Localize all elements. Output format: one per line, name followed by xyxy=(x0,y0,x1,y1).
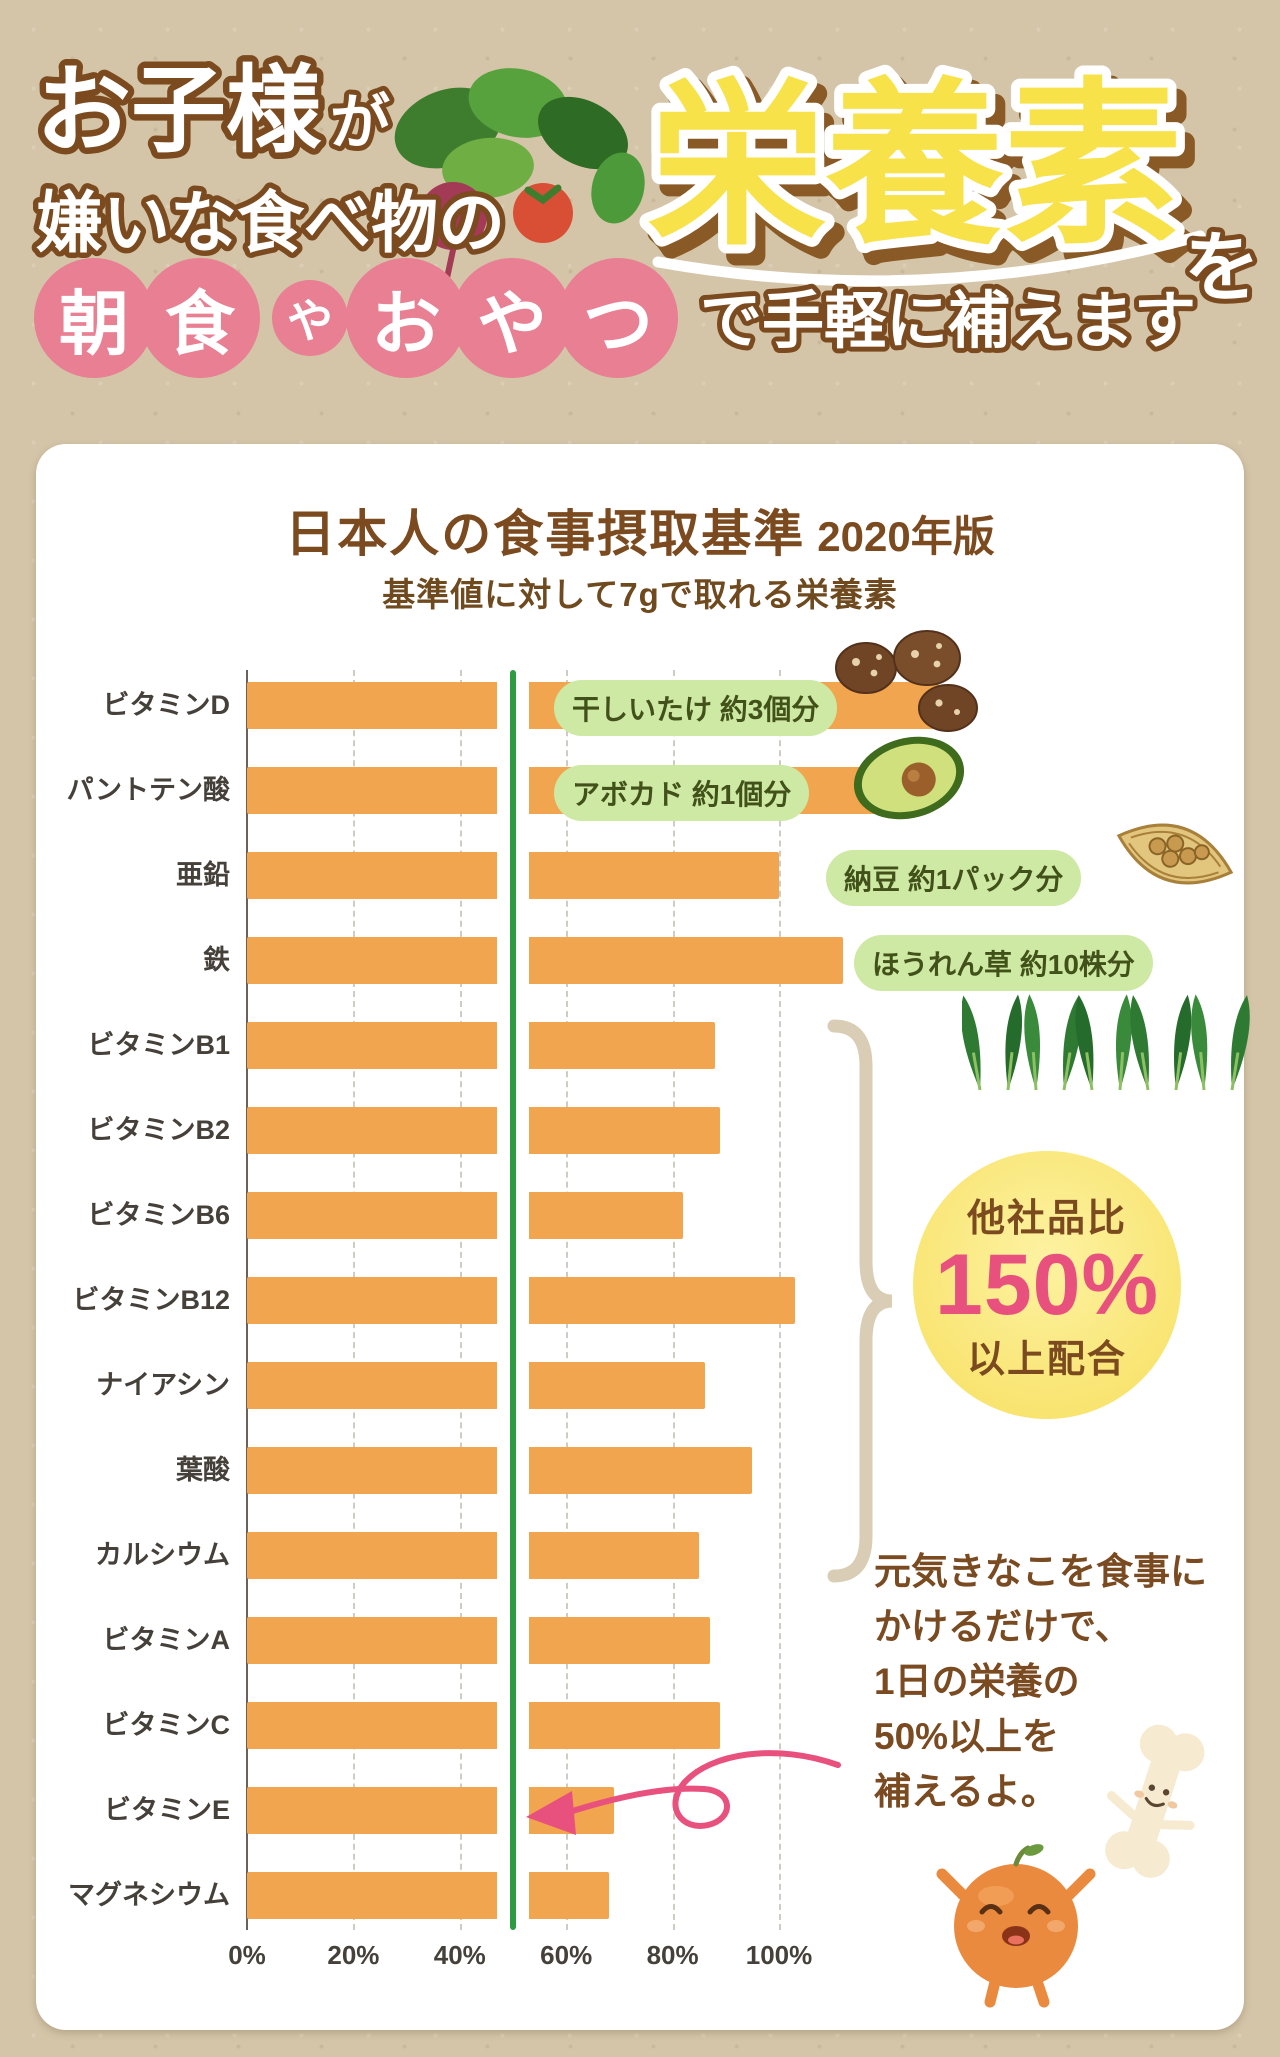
chart-category-label: ビタミンA xyxy=(102,1625,231,1655)
axis-tick-label: 0% xyxy=(228,1940,266,1970)
nutrients-highlight-shadow: 栄養素 xyxy=(657,77,1191,276)
nutrients-highlight: 栄養素 栄養素 xyxy=(639,57,1206,287)
kinako-mascot xyxy=(936,1844,1096,2008)
bone-mascot xyxy=(1105,1724,1205,1878)
comparison-circle: 他社品比 150% 以上配合 xyxy=(913,1151,1181,1419)
chart-category-label: 亜鉛 xyxy=(176,860,230,890)
panel-title: 日本人の食事摂取基準 2020年版 xyxy=(36,494,1244,566)
chart-bar xyxy=(247,1617,710,1664)
comparison-label-bottom: 以上配合 xyxy=(966,1339,1127,1381)
chart-category-label: 鉄 xyxy=(203,945,230,975)
chart-bar xyxy=(247,1192,684,1239)
breakfast-pill-char: 食 xyxy=(140,258,260,378)
brace-icon xyxy=(827,1019,893,1583)
svg-text:を: を xyxy=(1184,226,1260,311)
chart-category-label: 葉酸 xyxy=(176,1455,230,1485)
spinach-icon xyxy=(962,994,1250,1091)
chart-category-label: パントテン酸 xyxy=(66,775,230,805)
particle-wo: を xyxy=(1179,221,1265,316)
panel-edition: 2020年版 xyxy=(817,513,995,560)
axis-tick-label: 40% xyxy=(433,1940,486,1970)
note-line: かけるだけで、 xyxy=(874,1606,1132,1647)
food-equivalent-badge: アボカド 約1個分 xyxy=(554,765,810,821)
chart-bar xyxy=(247,1022,716,1069)
chart-bar xyxy=(247,1532,700,1579)
pink-pill-row: 朝 食 や お や つ で手軽に補えます xyxy=(34,258,1214,378)
chart-bar xyxy=(247,1872,609,1919)
comparison-percent: 150% xyxy=(935,1237,1159,1333)
chart-category-label: ナイアシン xyxy=(96,1370,230,1400)
note-text: 元気きなこを食事に かけるだけで、 1日の栄養の 50%以上を 補えるよ。 xyxy=(874,1544,1274,1819)
chart-category-label: カルシウム xyxy=(95,1540,230,1570)
chart-category-label: ビタミンE xyxy=(103,1795,230,1825)
headline-particle-ga: が xyxy=(330,89,390,156)
headline-line2: 嫌いな食べ物の xyxy=(36,186,505,261)
food-equivalent-badge: 納豆 約1パック分 xyxy=(826,850,1082,906)
comparison-label-top: 他社品比 xyxy=(966,1198,1127,1240)
axis-tick-label: 100% xyxy=(745,1940,813,1970)
natto-icon xyxy=(1116,823,1234,885)
note-line: 1日の栄養の xyxy=(874,1661,1080,1702)
curved-arrow-icon xyxy=(526,1750,841,1835)
chart-category-label: ビタミンB6 xyxy=(87,1200,230,1230)
highlight-swoosh xyxy=(652,230,1206,287)
chart-bar xyxy=(247,1107,721,1154)
nutrients-highlight-word: 栄養素 xyxy=(648,66,1182,265)
note-line: 補えるよ。 xyxy=(874,1771,1058,1812)
mascots xyxy=(936,1724,1205,2008)
vegetables-illustration xyxy=(394,68,645,281)
headline-line1: お子様 xyxy=(36,58,322,164)
food-equivalent-badge: 干しいたけ 約3個分 xyxy=(554,680,838,736)
axis-tick-label: 80% xyxy=(646,1940,699,1970)
chart-category-label: ビタミンB12 xyxy=(72,1285,230,1315)
chart-category-label: マグネシウム xyxy=(68,1880,230,1910)
chart-category-label: ビタミンD xyxy=(102,690,231,720)
note-line: 元気きなこを食事に xyxy=(874,1551,1207,1592)
shiitake-icon xyxy=(835,630,978,732)
avocado-icon xyxy=(853,736,965,820)
snack-pill-char: つ xyxy=(558,258,678,378)
tagline: で手軽に補えます xyxy=(695,282,1201,361)
note-line: 50%以上を xyxy=(874,1716,1060,1757)
standards-panel: 日本人の食事摂取基準 2020年版 基準値に対して7gで取れる栄養素 0% 20% 4… xyxy=(36,444,1250,2030)
snack-pill-char: お xyxy=(346,258,466,378)
snack-pill-char: や xyxy=(452,258,572,378)
panel-subtitle: 基準値に対して7gで取れる栄養素 xyxy=(382,576,898,613)
chart-category-label: ビタミンC xyxy=(102,1710,231,1740)
reference-line-50pct xyxy=(510,670,516,1930)
panel-title-text: 日本人の食事摂取基準 xyxy=(285,506,806,562)
chart-category-label: ビタミンB2 xyxy=(87,1115,230,1145)
axis-tick-label: 60% xyxy=(540,1940,593,1970)
axis-tick-label: 20% xyxy=(327,1940,380,1970)
chart-bar xyxy=(247,1702,721,1749)
food-equivalent-badge: ほうれん草 約10株分 xyxy=(854,935,1153,991)
breakfast-pill-char: 朝 xyxy=(34,258,154,378)
headline: お子様 が 嫌いな食べ物の xyxy=(30,52,511,267)
chart-bar xyxy=(247,937,843,984)
connector-circle: や xyxy=(272,280,348,356)
chart-bar xyxy=(247,1362,705,1409)
svg-text:で手軽に補えます: で手軽に補えます xyxy=(700,287,1196,356)
chart-category-label: ビタミンB1 xyxy=(87,1030,230,1060)
nutrient-bar-chart: 0% 20% 40% 60% 80% 100% ビタミンD パントテン酸亜鉛鉄ビタミンB1 ビタ… xyxy=(36,444,1244,2030)
